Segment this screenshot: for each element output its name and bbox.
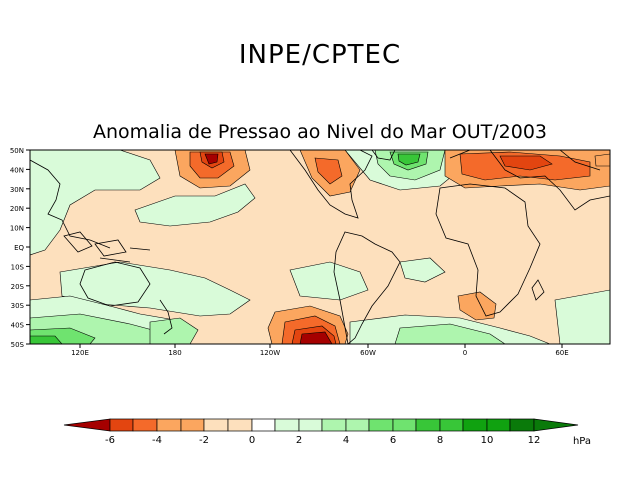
madagascar-outline: [531, 279, 545, 301]
colorbar-segment: [509, 418, 535, 432]
australia-outline: [79, 261, 151, 307]
colorbar-segment: [203, 418, 229, 432]
east-asia-outline: [30, 159, 111, 249]
colorbar-segment: [298, 418, 323, 432]
lon-tick-label: 120W: [260, 349, 280, 357]
greenland-outline: [371, 150, 396, 161]
north-america-outline: [289, 150, 373, 219]
colorbar-tick-label: 2: [296, 435, 302, 446]
lat-tick-label: EQ: [14, 244, 24, 252]
colorbar-tick-label: 8: [437, 435, 443, 446]
lat-tick-label: 50S: [11, 341, 25, 349]
negative-anomaly-core: [204, 153, 333, 344]
colorbar-segment: [251, 418, 276, 432]
positive-anomaly-core: [30, 153, 421, 344]
lat-tick-label: 30S: [11, 302, 25, 310]
colorbar-tick-label: -4: [152, 435, 162, 446]
lat-tick-label: 30N: [10, 186, 24, 194]
colorbar-segment: [156, 418, 182, 432]
latitude-axis: 50N 40N 30N 20N 10N EQ 10S 20S 30S 40S 5…: [10, 147, 30, 349]
colorbar-segment: [368, 418, 394, 432]
colorbar-segment: [415, 418, 441, 432]
colorbar-tick-label: 10: [481, 435, 494, 446]
colorbar-segment: [63, 418, 111, 432]
colorbar-segment: [321, 418, 347, 432]
colorbar-tick-label: 4: [343, 435, 349, 446]
africa-outline: [435, 183, 541, 317]
continent-outlines: [30, 150, 610, 344]
colorbar-segment: [180, 418, 205, 432]
europe-asia-outline: [449, 150, 610, 211]
lat-tick-label: 40S: [11, 322, 25, 330]
map-panel: [30, 150, 610, 344]
lat-tick-label: 20N: [10, 205, 24, 213]
colorbar-segment: [274, 418, 300, 432]
colorbar-tick-label: 12: [528, 435, 541, 446]
colorbar-unit: hPa: [573, 436, 591, 447]
lon-tick-label: 60W: [360, 349, 376, 357]
colorbar-labels: -6 -4 -2 0 2 4 6 8 10 12 hPa: [105, 435, 591, 447]
longitude-axis: 120E 180 120W 60W 0 60E: [71, 344, 569, 357]
lat-tick-label: 50N: [10, 147, 24, 155]
organization-header: INPE/CPTEC: [238, 40, 402, 70]
lat-tick-label: 10N: [10, 225, 24, 233]
lat-tick-label: 40N: [10, 166, 24, 174]
colorbar-tick-label: -2: [199, 435, 209, 446]
lon-tick-label: 180: [168, 349, 181, 357]
colorbar: [63, 418, 579, 432]
map-title: Anomalia de Pressao ao Nivel do Mar OUT/…: [92, 121, 548, 143]
colorbar-segment: [345, 418, 370, 432]
new-zealand-outline: [159, 299, 173, 335]
south-america-outline: [333, 231, 401, 344]
colorbar-tick-label: 0: [249, 435, 255, 446]
colorbar-segment: [439, 418, 464, 432]
lon-tick-label: 120E: [71, 349, 89, 357]
colorbar-segment: [109, 418, 134, 432]
lon-tick-label: 60E: [555, 349, 568, 357]
colorbar-segment: [533, 418, 579, 432]
colorbar-segment: [462, 418, 488, 432]
colorbar-segment: [486, 418, 511, 432]
lon-tick-label: 0: [463, 349, 467, 357]
lat-tick-label: 10S: [11, 263, 25, 271]
maritime-islands: [63, 231, 151, 263]
colorbar-segment: [392, 418, 417, 432]
colorbar-segment: [227, 418, 253, 432]
colorbar-tick-label: -6: [105, 435, 115, 446]
colorbar-tick-label: 6: [390, 435, 396, 446]
lat-tick-label: 20S: [11, 283, 25, 291]
colorbar-segment: [132, 418, 158, 432]
